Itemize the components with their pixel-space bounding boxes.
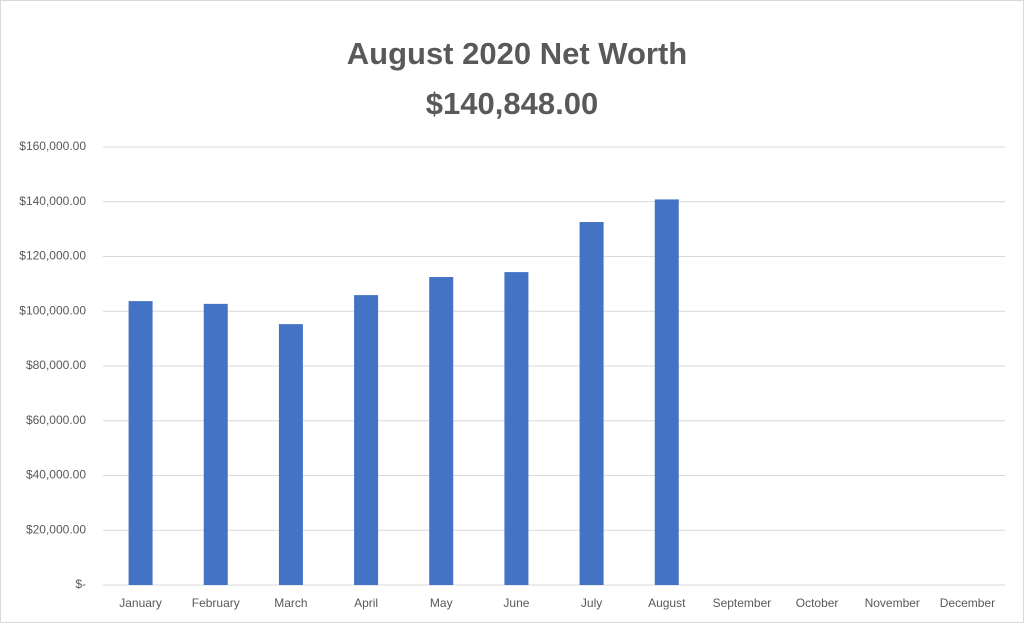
y-tick-label: $40,000.00: [26, 468, 86, 482]
y-tick-label: $120,000.00: [19, 249, 86, 263]
x-tick-label: June: [503, 596, 529, 610]
y-tick-label: $140,000.00: [19, 194, 86, 208]
bar: [504, 272, 529, 585]
y-tick-label: $160,000.00: [19, 139, 86, 153]
y-tick-label: $-: [75, 577, 86, 591]
bar: [354, 295, 379, 585]
y-tick-label: $80,000.00: [26, 358, 86, 372]
x-tick-label: July: [581, 596, 602, 610]
y-tick-label: $20,000.00: [26, 522, 86, 536]
y-tick-label: $60,000.00: [26, 413, 86, 427]
x-tick-label: May: [430, 596, 453, 610]
bar: [278, 324, 303, 585]
chart-title: August 2020 Net Worth: [347, 36, 687, 71]
bar: [128, 301, 153, 585]
bar: [579, 222, 604, 585]
chart-subtitle: $140,848.00: [426, 86, 598, 121]
bar: [654, 199, 679, 586]
x-tick-label: December: [940, 596, 995, 610]
x-tick-label: April: [354, 596, 378, 610]
x-tick-label: March: [274, 596, 307, 610]
y-tick-label: $100,000.00: [19, 303, 86, 317]
x-tick-label: November: [865, 596, 920, 610]
bar: [429, 277, 454, 585]
x-tick-label: January: [119, 596, 162, 610]
bar: [203, 303, 228, 585]
x-tick-label: September: [713, 596, 772, 610]
x-tick-label: August: [648, 596, 686, 610]
x-tick-label: February: [192, 596, 240, 610]
x-tick-label: October: [796, 596, 839, 610]
